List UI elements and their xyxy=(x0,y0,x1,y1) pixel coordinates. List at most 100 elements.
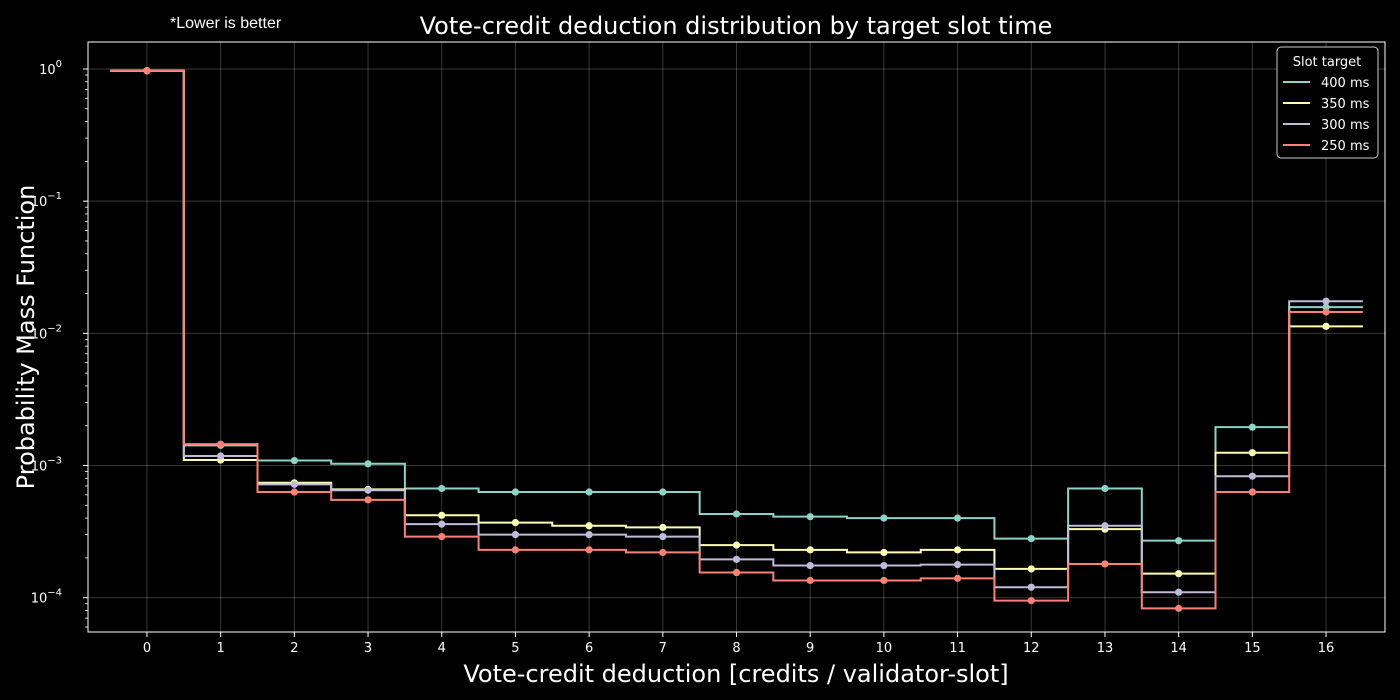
data-point xyxy=(585,522,593,530)
x-tick-label: 10 xyxy=(876,641,893,656)
data-point xyxy=(953,560,962,569)
x-tick-label: 11 xyxy=(949,641,966,656)
data-point xyxy=(290,488,298,496)
y-tick-label-exponent: −4 xyxy=(47,588,62,599)
data-point xyxy=(806,561,814,570)
data-point xyxy=(585,531,593,539)
y-tick-label-base: 10 xyxy=(31,327,48,342)
y-tick-label-exponent: 0 xyxy=(56,59,62,70)
legend-title: Slot target xyxy=(1293,55,1362,70)
data-point xyxy=(438,520,446,528)
data-point xyxy=(1101,522,1109,530)
legend-entry-label: 300 ms xyxy=(1321,118,1370,133)
data-point xyxy=(732,541,741,549)
data-point xyxy=(880,514,888,522)
y-tick-label-base: 10 xyxy=(31,592,48,607)
x-tick-label: 5 xyxy=(511,641,519,656)
data-point xyxy=(1101,484,1109,493)
y-tick-label: 10−2 xyxy=(31,323,62,342)
data-point xyxy=(438,532,446,541)
data-point xyxy=(290,456,298,465)
data-point xyxy=(953,546,962,554)
grid xyxy=(88,42,1385,632)
y-tick-label: 100 xyxy=(39,59,62,78)
legend-entry-label: 400 ms xyxy=(1321,76,1370,91)
data-point xyxy=(732,568,741,577)
data-point xyxy=(880,576,888,585)
x-tick-label: 0 xyxy=(143,641,151,656)
y-tick-label: 10−1 xyxy=(31,191,62,210)
data-point xyxy=(880,548,888,557)
data-point xyxy=(1175,588,1183,596)
axes: 0 1 2 3 4 5 6 7 8 9 10 11 12 13 14 15 1610010−110−210−31… xyxy=(31,59,1335,656)
y-tick-label-exponent: −2 xyxy=(47,323,62,334)
x-axis-label: Vote-credit deduction [credits / validat… xyxy=(463,660,1008,688)
x-tick-label: 16 xyxy=(1318,641,1335,656)
x-tick-label: 3 xyxy=(364,641,372,656)
data-point xyxy=(880,561,888,570)
chart-title: Vote-credit deduction distribution by ta… xyxy=(420,12,1053,40)
data-point xyxy=(1027,583,1035,591)
data-point xyxy=(585,546,593,554)
data-point xyxy=(1322,322,1330,330)
x-tick-label: 9 xyxy=(806,641,814,656)
y-tick-label-exponent: −3 xyxy=(47,456,62,467)
data-point xyxy=(1101,560,1109,568)
lower-is-better-note: *Lower is better xyxy=(170,15,282,32)
data-point xyxy=(217,452,225,460)
data-point xyxy=(659,523,667,532)
data-point xyxy=(806,576,814,585)
series-markers xyxy=(143,67,1330,612)
data-point xyxy=(1175,537,1183,545)
data-point xyxy=(806,513,814,521)
data-point xyxy=(732,555,741,563)
data-point xyxy=(659,488,667,496)
y-tick-label-base: 10 xyxy=(31,195,48,210)
plot-frame xyxy=(87,41,1386,633)
legend-entries: 400 ms 350 ms 300 ms 250 ms xyxy=(1283,76,1370,154)
y-axis-label: Probability Mass Function xyxy=(12,185,40,490)
x-tick-label: 14 xyxy=(1170,641,1187,656)
y-tick-label-exponent: −1 xyxy=(47,191,62,202)
legend: Slot target 400 ms 350 ms 300 ms 250 ms xyxy=(1276,46,1379,159)
x-tick-label: 6 xyxy=(585,641,593,656)
data-point xyxy=(364,486,372,494)
data-point xyxy=(511,546,520,554)
data-point xyxy=(1027,565,1035,573)
data-point xyxy=(1248,472,1256,480)
x-tick-label: 12 xyxy=(1023,641,1040,656)
legend-entry-label: 350 ms xyxy=(1321,97,1370,112)
x-tick-label: 1 xyxy=(217,641,225,656)
y-tick-label-base: 10 xyxy=(31,460,48,475)
data-point xyxy=(953,514,962,522)
data-point xyxy=(1248,423,1256,431)
data-point xyxy=(364,460,372,468)
y-tick-label: 10−3 xyxy=(31,456,62,475)
data-point xyxy=(659,532,667,541)
data-point xyxy=(953,574,962,582)
data-point xyxy=(511,518,520,527)
data-point xyxy=(438,484,446,493)
data-point xyxy=(1248,488,1256,496)
data-point xyxy=(364,496,372,504)
data-point xyxy=(1322,297,1330,305)
data-point xyxy=(511,488,520,496)
legend-entry-label: 250 ms xyxy=(1321,139,1370,154)
data-point xyxy=(511,531,520,539)
x-tick-label: 13 xyxy=(1097,641,1114,656)
data-point xyxy=(659,548,667,557)
y-tick-label: 10−4 xyxy=(31,588,62,607)
y-tick-label-base: 10 xyxy=(39,63,56,78)
x-tick-label: 7 xyxy=(659,641,667,656)
data-point xyxy=(143,67,151,75)
x-tick-label: 15 xyxy=(1244,641,1261,656)
data-point xyxy=(1175,604,1183,612)
data-point xyxy=(438,511,446,519)
data-point xyxy=(290,480,298,488)
data-point xyxy=(1175,570,1183,578)
data-point xyxy=(1322,303,1330,311)
data-point xyxy=(1248,449,1256,457)
data-point xyxy=(1027,534,1035,543)
